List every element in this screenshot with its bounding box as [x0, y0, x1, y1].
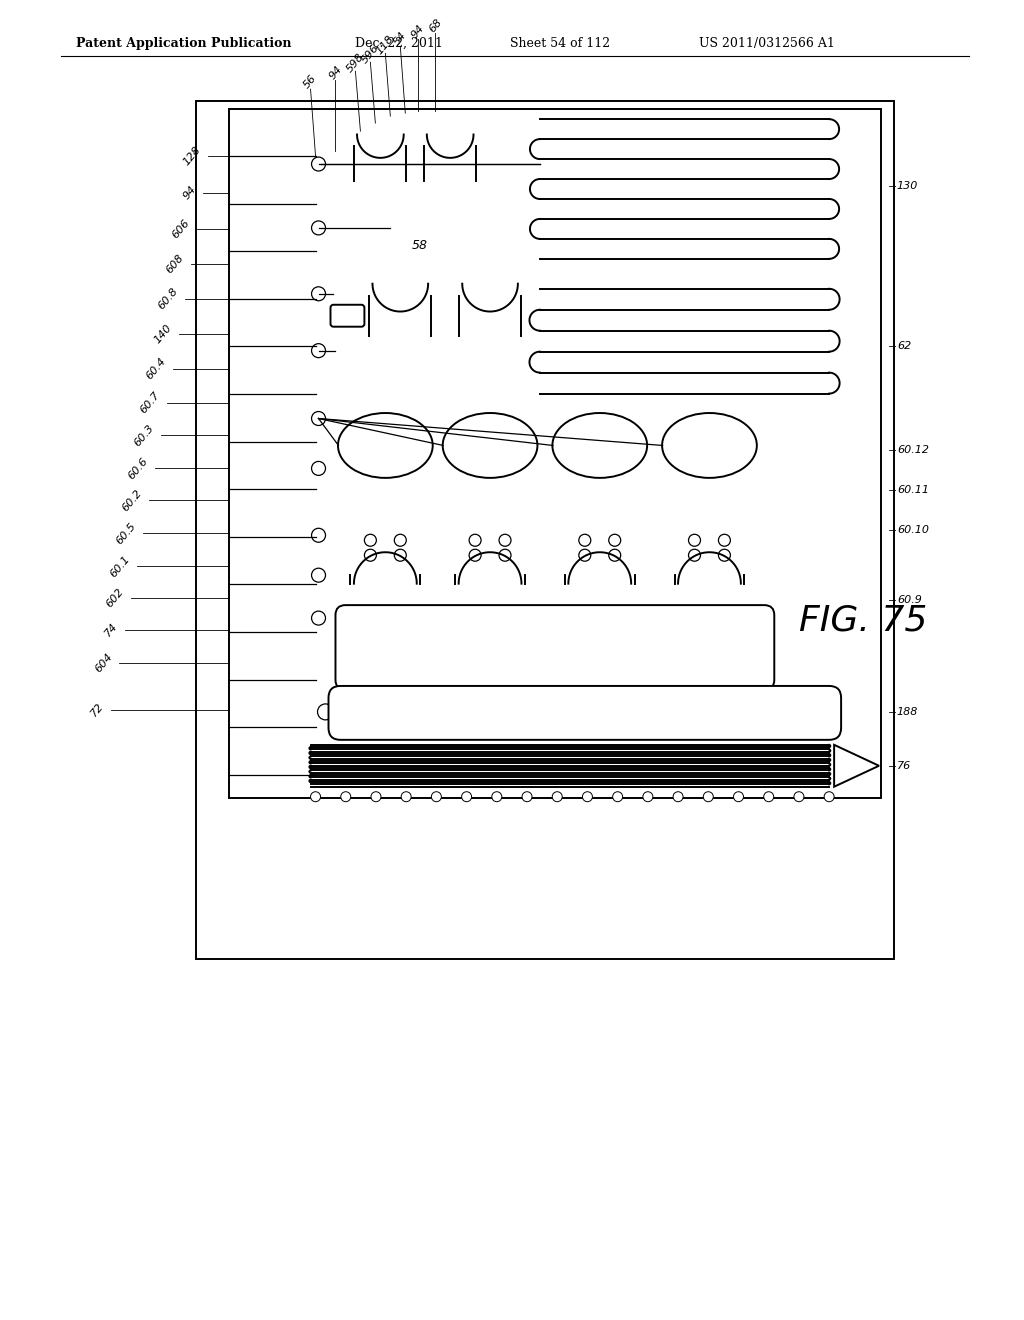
Text: 188: 188: [897, 708, 919, 717]
Circle shape: [341, 792, 351, 801]
Ellipse shape: [338, 413, 433, 478]
Circle shape: [311, 462, 326, 475]
Circle shape: [310, 792, 321, 801]
Circle shape: [499, 535, 511, 546]
Circle shape: [311, 412, 326, 425]
Bar: [196, 102, 894, 960]
Circle shape: [365, 535, 377, 546]
Circle shape: [311, 157, 326, 172]
Circle shape: [431, 792, 441, 801]
Circle shape: [579, 535, 591, 546]
Circle shape: [583, 792, 593, 801]
Text: US 2011/0312566 A1: US 2011/0312566 A1: [699, 37, 836, 50]
Circle shape: [492, 792, 502, 801]
Circle shape: [311, 343, 326, 358]
Circle shape: [552, 792, 562, 801]
Circle shape: [703, 792, 714, 801]
Text: 72: 72: [89, 701, 106, 718]
Text: 128: 128: [181, 145, 203, 168]
Ellipse shape: [442, 413, 538, 478]
Circle shape: [673, 792, 683, 801]
Text: 598: 598: [345, 51, 367, 75]
Circle shape: [499, 549, 511, 561]
Text: 60.5: 60.5: [115, 520, 138, 546]
Circle shape: [719, 535, 730, 546]
FancyBboxPatch shape: [329, 686, 841, 739]
Circle shape: [462, 792, 472, 801]
Text: 118: 118: [375, 34, 396, 57]
Text: 604: 604: [93, 652, 114, 675]
Text: 54: 54: [392, 29, 409, 48]
Bar: [228, 110, 881, 797]
Circle shape: [608, 549, 621, 561]
Text: 606: 606: [170, 218, 191, 240]
Text: 130: 130: [897, 181, 919, 191]
Circle shape: [824, 792, 835, 801]
Text: FIG. 75: FIG. 75: [799, 603, 928, 638]
Text: Sheet 54 of 112: Sheet 54 of 112: [510, 37, 610, 50]
Circle shape: [612, 792, 623, 801]
Text: 60.11: 60.11: [897, 486, 929, 495]
Circle shape: [688, 535, 700, 546]
Circle shape: [365, 549, 377, 561]
Ellipse shape: [663, 413, 757, 478]
Text: 94: 94: [410, 22, 427, 40]
Circle shape: [688, 549, 700, 561]
Text: 94: 94: [181, 185, 198, 202]
Text: 58: 58: [413, 239, 428, 252]
Text: 56: 56: [302, 73, 318, 90]
Circle shape: [764, 792, 774, 801]
Circle shape: [643, 792, 653, 801]
Circle shape: [719, 549, 730, 561]
Circle shape: [401, 792, 412, 801]
Circle shape: [608, 535, 621, 546]
Text: 608: 608: [165, 252, 186, 276]
Text: Dec. 22, 2011: Dec. 22, 2011: [355, 37, 443, 50]
Circle shape: [733, 792, 743, 801]
Text: 62: 62: [897, 341, 911, 351]
Text: 94: 94: [327, 63, 344, 81]
Text: 60.12: 60.12: [897, 445, 929, 455]
Circle shape: [469, 549, 481, 561]
Text: 60.3: 60.3: [132, 422, 156, 449]
Ellipse shape: [552, 413, 647, 478]
Text: 140: 140: [153, 322, 174, 345]
Text: 60.9: 60.9: [897, 595, 922, 605]
Text: 60.8: 60.8: [157, 286, 180, 312]
Circle shape: [317, 704, 334, 719]
Text: 76: 76: [897, 760, 911, 771]
Circle shape: [794, 792, 804, 801]
Text: 60.4: 60.4: [144, 356, 168, 381]
Circle shape: [311, 568, 326, 582]
Text: 596: 596: [359, 42, 381, 66]
Text: 60.7: 60.7: [138, 389, 162, 416]
Text: 60.6: 60.6: [126, 455, 150, 482]
Circle shape: [469, 535, 481, 546]
Text: 60.1: 60.1: [109, 553, 132, 579]
Circle shape: [371, 792, 381, 801]
Text: 68: 68: [427, 17, 443, 34]
Text: 602: 602: [104, 586, 126, 610]
Text: Patent Application Publication: Patent Application Publication: [76, 37, 292, 50]
Circle shape: [394, 549, 407, 561]
Text: 60.10: 60.10: [897, 525, 929, 536]
Circle shape: [311, 286, 326, 301]
FancyBboxPatch shape: [331, 305, 365, 327]
Circle shape: [311, 611, 326, 626]
Circle shape: [311, 528, 326, 543]
Circle shape: [394, 535, 407, 546]
Text: 60.2: 60.2: [121, 487, 144, 513]
Text: 74: 74: [103, 622, 120, 639]
Circle shape: [522, 792, 532, 801]
Circle shape: [579, 549, 591, 561]
Circle shape: [311, 220, 326, 235]
